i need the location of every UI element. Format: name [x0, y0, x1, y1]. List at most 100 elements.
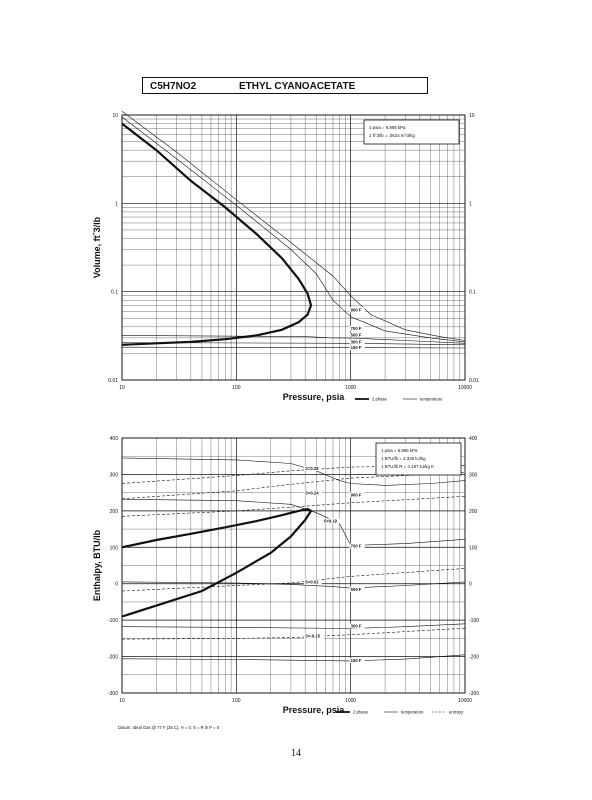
annotation-bg: [349, 339, 365, 345]
annotation-label: S=0.19: [324, 519, 338, 524]
annotation-bg: [349, 344, 365, 350]
x-tick-label: 100: [232, 698, 241, 704]
annotation-bg: [304, 490, 322, 496]
series-line: [121, 627, 466, 640]
annotation-bg: [349, 658, 365, 664]
annotation-label: S=0.28: [305, 466, 319, 471]
y-tick-label-right: -300: [469, 691, 479, 697]
series-line: [121, 581, 466, 589]
page-number: 14: [291, 748, 301, 759]
y-tick-label-right: 400: [469, 436, 478, 442]
chart-1: [121, 111, 466, 400]
annotation-bg: [322, 518, 341, 524]
y-tick-label-right: 1: [469, 201, 472, 207]
series-line: [121, 122, 313, 346]
y-tick-label-left: 400: [110, 436, 119, 442]
conversion-box: [375, 442, 462, 476]
y-tick-label-right: 100: [469, 545, 478, 551]
annotation-label: 300 F: [351, 623, 362, 628]
conversion-text: 1 BTU/lb = 2.326 kJ/kg: [381, 456, 426, 461]
y-tick-label-left: -100: [108, 618, 118, 624]
annotation-label: 150 F: [351, 345, 362, 350]
annotation-bg: [349, 543, 365, 549]
annotation-label: 500 F: [351, 587, 362, 592]
legend-label: temperature: [420, 397, 443, 402]
annotation-label: 700 F: [351, 326, 362, 331]
series-line: [121, 335, 466, 344]
legend-label: 2 phase: [372, 397, 388, 402]
y-tick-label-left: -300: [108, 691, 118, 697]
x-tick-label: 100: [232, 385, 241, 391]
y-axis-label: Enthalpy, BTU/lb: [92, 529, 102, 601]
annotation-bg: [304, 579, 322, 585]
annotation-bg: [304, 466, 322, 472]
annotation-label: 150 F: [351, 658, 362, 663]
y-tick-label-right: -100: [469, 618, 479, 624]
y-tick-label-right: 0: [469, 582, 472, 588]
y-tick-label-right: -200: [469, 655, 479, 661]
conversion-text: 1 psia = 6.895 kPa: [369, 125, 406, 130]
y-tick-label-left: 300: [110, 472, 119, 478]
y-tick-label-right: 10: [469, 113, 475, 119]
y-tick-label-right: 0.01: [469, 378, 479, 384]
series-line: [121, 472, 466, 500]
conversion-text: 1 psia = 6.895 kPa: [381, 448, 418, 453]
series-line: [121, 457, 466, 486]
chart-2: [121, 437, 466, 713]
y-tick-label-right: 300: [469, 472, 478, 478]
y-tick-label-left: 0.1: [111, 290, 118, 296]
conversion-text: 1 ftˆ3/lb = .0624 m^3/kg: [369, 133, 415, 138]
series-line: [121, 507, 313, 618]
series-line: [121, 623, 466, 629]
series-line: [121, 116, 466, 343]
annotation-label: 900 F: [351, 492, 362, 497]
annotation-bg: [304, 633, 325, 639]
annotation-bg: [349, 332, 365, 338]
chart-title-box: C5H7NO2 ETHYL CYANOACETATE: [142, 77, 428, 94]
x-axis-label: Pressure, psia: [283, 392, 346, 402]
series-line: [121, 654, 466, 662]
annotation-bg: [349, 587, 365, 592]
x-tick-label: 10000: [458, 698, 472, 704]
series-line: [121, 498, 466, 546]
annotation-bg: [349, 307, 365, 313]
x-tick-label: 1000: [345, 698, 356, 704]
y-tick-label-left: 200: [110, 509, 119, 515]
annotation-label: S=0.24: [305, 490, 319, 495]
datum-note: Datum: Ideal Gas @ 77 F (25 C), H = 0, S…: [118, 725, 220, 730]
legend-label: entropy: [449, 710, 464, 715]
annotation-label: 700 F: [351, 543, 362, 548]
legend-label: temperature: [401, 710, 424, 715]
annotation-bg: [349, 325, 365, 331]
x-tick-label: 1000: [345, 385, 356, 391]
annotation-label: 300 F: [351, 339, 362, 344]
y-tick-label-left: 10: [112, 113, 118, 119]
annotation-bg: [349, 492, 365, 498]
y-tick-label-left: 1: [115, 201, 118, 207]
legend-label: 2 phase: [353, 710, 369, 715]
annotation-label: 500 F: [351, 333, 362, 338]
y-tick-label-right: 0.1: [469, 290, 476, 296]
series-line: [121, 111, 466, 341]
annotation-bg: [349, 623, 365, 629]
conversion-box: [363, 119, 460, 145]
annotation-label: S=-0.15: [305, 634, 320, 639]
compound-name: ETHYL CYANOACETATE: [239, 81, 356, 92]
y-tick-label-left: 100: [110, 545, 119, 551]
annotation-label: 900 F: [351, 307, 362, 312]
y-tick-label-left: 0.01: [108, 378, 118, 384]
plot-frame: [121, 114, 466, 381]
series-line: [121, 496, 466, 517]
x-tick-label: 10: [119, 698, 125, 704]
series-line: [121, 346, 466, 349]
series-line: [121, 568, 466, 592]
x-tick-label: 10: [119, 385, 125, 391]
y-tick-label-left: -200: [108, 655, 118, 661]
y-tick-label-right: 200: [469, 509, 478, 515]
y-tick-label-left: 0: [115, 582, 118, 588]
chemical-formula: C5H7NO2: [150, 81, 197, 92]
y-axis-label: Volume, ftˆ3/lb: [92, 216, 102, 278]
x-axis-label: Pressure, psia: [283, 705, 346, 715]
annotation-label: S=0.02: [305, 580, 319, 585]
